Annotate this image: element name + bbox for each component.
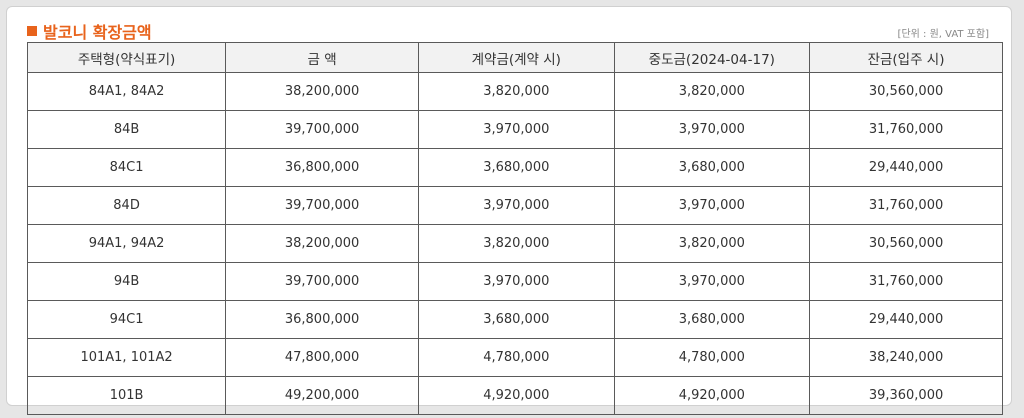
cell-balance: 29,440,000 bbox=[809, 300, 1003, 339]
cell-balance: 38,240,000 bbox=[809, 338, 1003, 377]
cell-interim: 3,680,000 bbox=[613, 148, 811, 187]
balcony-expansion-panel: 발코니 확장금액 [단위 : 원, VAT 포함] 주택형(약식표기) 금 액 … bbox=[6, 6, 1012, 415]
cell-interim: 3,970,000 bbox=[613, 110, 811, 149]
cell-deposit: 4,780,000 bbox=[418, 338, 615, 377]
cell-interim: 4,780,000 bbox=[613, 338, 811, 377]
table-row: 101A1, 101A2 47,800,000 4,780,000 4,780,… bbox=[26, 338, 1003, 377]
cell-deposit: 3,970,000 bbox=[418, 186, 615, 225]
cell-interim: 3,820,000 bbox=[613, 224, 811, 263]
cell-interim: 3,970,000 bbox=[613, 262, 811, 301]
cell-balance: 31,760,000 bbox=[809, 110, 1003, 149]
cell-balance: 29,440,000 bbox=[809, 148, 1003, 187]
cell-amount: 47,800,000 bbox=[225, 338, 420, 377]
cell-unit-type: 101B bbox=[26, 376, 227, 415]
column-header-amount: 금 액 bbox=[225, 42, 420, 73]
cell-balance: 31,760,000 bbox=[809, 186, 1003, 225]
cell-interim: 4,920,000 bbox=[613, 376, 811, 415]
cell-balance: 39,360,000 bbox=[809, 376, 1003, 415]
cell-unit-type: 84C1 bbox=[26, 148, 227, 187]
table-row: 94A1, 94A2 38,200,000 3,820,000 3,820,00… bbox=[26, 224, 1003, 263]
cell-interim: 3,680,000 bbox=[613, 300, 811, 339]
cell-unit-type: 84B bbox=[26, 110, 227, 149]
cell-interim: 3,820,000 bbox=[613, 72, 811, 111]
square-bullet-icon bbox=[27, 26, 37, 36]
table-row: 84B 39,700,000 3,970,000 3,970,000 31,76… bbox=[26, 110, 1003, 149]
cell-amount: 36,800,000 bbox=[225, 148, 420, 187]
column-header-deposit: 계약금(계약 시) bbox=[418, 42, 615, 73]
column-header-balance: 잔금(입주 시) bbox=[809, 42, 1003, 73]
table-row: 84A1, 84A2 38,200,000 3,820,000 3,820,00… bbox=[26, 72, 1003, 111]
cell-unit-type: 84A1, 84A2 bbox=[26, 72, 227, 111]
column-header-unit-type: 주택형(약식표기) bbox=[26, 42, 227, 73]
table-row: 94B 39,700,000 3,970,000 3,970,000 31,76… bbox=[26, 262, 1003, 301]
cell-amount: 38,200,000 bbox=[225, 72, 420, 111]
table-row: 94C1 36,800,000 3,680,000 3,680,000 29,4… bbox=[26, 300, 1003, 339]
cell-balance: 31,760,000 bbox=[809, 262, 1003, 301]
cell-deposit: 4,920,000 bbox=[418, 376, 615, 415]
cell-amount: 39,700,000 bbox=[225, 110, 420, 149]
column-header-interim: 중도금(2024-04-17) bbox=[613, 42, 811, 73]
table-row: 101B 49,200,000 4,920,000 4,920,000 39,3… bbox=[26, 376, 1003, 415]
cell-unit-type: 94A1, 94A2 bbox=[26, 224, 227, 263]
section-title: 발코니 확장금액 bbox=[27, 19, 152, 43]
table-row: 84D 39,700,000 3,970,000 3,970,000 31,76… bbox=[26, 186, 1003, 225]
cell-deposit: 3,820,000 bbox=[418, 224, 615, 263]
cell-deposit: 3,680,000 bbox=[418, 148, 615, 187]
cell-deposit: 3,820,000 bbox=[418, 72, 615, 111]
cell-unit-type: 84D bbox=[26, 186, 227, 225]
unit-note: [단위 : 원, VAT 포함] bbox=[897, 29, 989, 40]
table-row: 84C1 36,800,000 3,680,000 3,680,000 29,4… bbox=[26, 148, 1003, 187]
cell-balance: 30,560,000 bbox=[809, 224, 1003, 263]
cell-amount: 38,200,000 bbox=[225, 224, 420, 263]
cell-unit-type: 94C1 bbox=[26, 300, 227, 339]
table-header-row: 주택형(약식표기) 금 액 계약금(계약 시) 중도금(2024-04-17) … bbox=[26, 42, 1003, 73]
cell-interim: 3,970,000 bbox=[613, 186, 811, 225]
cell-unit-type: 101A1, 101A2 bbox=[26, 338, 227, 377]
price-table: 주택형(약식표기) 금 액 계약금(계약 시) 중도금(2024-04-17) … bbox=[26, 42, 1003, 415]
cell-amount: 39,700,000 bbox=[225, 262, 420, 301]
cell-deposit: 3,970,000 bbox=[418, 110, 615, 149]
cell-balance: 30,560,000 bbox=[809, 72, 1003, 111]
cell-amount: 39,700,000 bbox=[225, 186, 420, 225]
section-title-text: 발코니 확장금액 bbox=[43, 23, 152, 42]
cell-deposit: 3,680,000 bbox=[418, 300, 615, 339]
cell-unit-type: 94B bbox=[26, 262, 227, 301]
cell-amount: 49,200,000 bbox=[225, 376, 420, 415]
cell-amount: 36,800,000 bbox=[225, 300, 420, 339]
cell-deposit: 3,970,000 bbox=[418, 262, 615, 301]
